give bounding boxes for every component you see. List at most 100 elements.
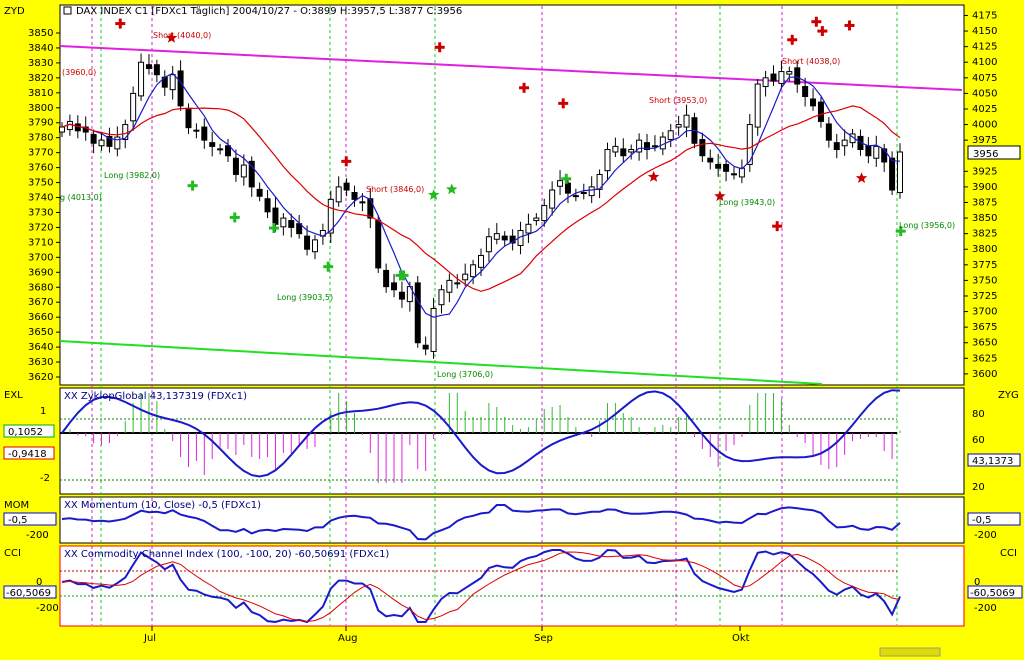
mom-left-label: MOM xyxy=(4,500,29,511)
candle-body xyxy=(256,188,263,197)
candle-body xyxy=(98,139,105,147)
left-tick-label: 3710 xyxy=(28,237,53,248)
candle-body xyxy=(145,64,152,69)
right-tick-label: 3850 xyxy=(972,213,997,224)
signal-cross xyxy=(341,156,352,167)
right-tick-label: 3900 xyxy=(972,182,997,193)
short-annotation: Short (3953,0) xyxy=(649,96,707,105)
candle-body xyxy=(651,145,658,148)
candle-body xyxy=(564,182,571,194)
cci-right-tick: -200 xyxy=(974,603,997,614)
left-tick-label: 3780 xyxy=(28,133,53,144)
long-annotation: Long (3956,0) xyxy=(899,221,955,230)
candle-body xyxy=(59,126,65,133)
lower-trend-line xyxy=(59,340,823,385)
price-current-text: 3956 xyxy=(973,149,998,160)
left-tick-label: 3740 xyxy=(28,193,53,204)
candle-body xyxy=(422,344,429,350)
mom-layer: -200 -200 xyxy=(26,504,997,541)
right-tick-label: 3650 xyxy=(972,338,997,349)
candle-body xyxy=(889,157,896,191)
candle-body xyxy=(485,236,492,253)
candle-body xyxy=(659,136,666,150)
candle-body xyxy=(810,98,817,107)
candle-body xyxy=(897,151,903,194)
candle-body xyxy=(715,163,722,169)
short-annotation: Short (4038,0) xyxy=(782,57,840,66)
exl-right-tick: 20 xyxy=(972,482,985,493)
mom-left-box-text: -0,5 xyxy=(8,515,28,526)
candle-body xyxy=(707,157,714,163)
candle-body xyxy=(794,67,801,85)
long-annotation: g (4013,0) xyxy=(60,193,102,202)
candle-body xyxy=(327,198,334,234)
exl-box-2 xyxy=(3,446,55,460)
candle-body xyxy=(335,186,342,203)
cci-left-box-text: -60,5069 xyxy=(6,588,51,599)
header-checkbox[interactable] xyxy=(63,6,72,15)
cci-title: XX Commodity Channel Index (100, -100, 2… xyxy=(64,549,389,560)
candle-body xyxy=(272,207,279,225)
right-tick-label: 4175 xyxy=(972,10,997,21)
signal-cross xyxy=(434,42,445,53)
left-tick-label: 3640 xyxy=(28,342,53,353)
candle-body xyxy=(620,148,627,157)
candle-body xyxy=(770,73,777,82)
month-label: Okt xyxy=(732,633,750,644)
short-annotation: Short (4040,0) xyxy=(153,31,211,40)
candle-body xyxy=(217,148,224,151)
scroll-handle[interactable] xyxy=(879,647,941,657)
exl-layer: 1-280604020 xyxy=(40,389,985,493)
signal-star xyxy=(427,189,440,200)
candle-body xyxy=(74,123,81,132)
candle-body xyxy=(398,291,405,300)
signal-cross xyxy=(519,82,530,93)
candle-body xyxy=(612,145,619,153)
candle-body xyxy=(359,201,366,204)
right-tick-label: 3600 xyxy=(972,369,997,380)
right-tick-label: 4075 xyxy=(972,73,997,84)
candle-body xyxy=(383,269,390,288)
right-tick-label: 4125 xyxy=(972,42,997,53)
candle-body xyxy=(667,130,674,141)
left-tick-label: 3620 xyxy=(28,372,53,383)
left-tick-label: 3670 xyxy=(28,297,53,308)
mom-right-tick: -200 xyxy=(974,530,997,541)
left-tick-label: 3650 xyxy=(28,327,53,338)
candle-body xyxy=(778,71,785,84)
candle-body xyxy=(501,235,508,241)
right-tick-label: 3625 xyxy=(972,353,997,364)
price-left-label: ZYD xyxy=(4,6,25,17)
candle-body xyxy=(454,282,461,285)
candle-body xyxy=(201,126,208,141)
candle-body xyxy=(209,142,216,147)
right-tick-label: 3800 xyxy=(972,244,997,255)
signal-cross xyxy=(323,261,334,272)
left-tick-label: 3850 xyxy=(28,28,53,39)
candle-body xyxy=(723,163,730,172)
signal-cross xyxy=(817,26,828,37)
candle-body xyxy=(636,139,643,153)
candle-body xyxy=(240,164,247,178)
candle-body xyxy=(683,114,690,128)
candle-body xyxy=(177,70,184,107)
mom-right-box-text: -0,5 xyxy=(972,515,992,526)
exl-box-1-text: 0,1052 xyxy=(8,427,43,438)
signal-cross xyxy=(558,98,569,109)
left-tick-label: 3800 xyxy=(28,103,53,114)
candle-body xyxy=(557,180,564,187)
candle-body xyxy=(232,157,239,175)
short-annotation: Short (3846,0) xyxy=(366,185,424,194)
cci-left-label: CCI xyxy=(4,548,21,559)
exl-right-box xyxy=(967,453,1021,467)
right-tick-label: 3675 xyxy=(972,322,997,333)
long-annotation: Long (3903,5) xyxy=(277,293,333,302)
signal-cross xyxy=(187,180,198,191)
candle-body xyxy=(446,279,453,293)
candle-body xyxy=(730,173,737,176)
axis-layer: 4175 4150 4125 4100 4075 4050 4025 4000 3975 3925… xyxy=(28,10,997,644)
candle-body xyxy=(754,83,761,128)
left-tick-label: 3690 xyxy=(28,267,53,278)
